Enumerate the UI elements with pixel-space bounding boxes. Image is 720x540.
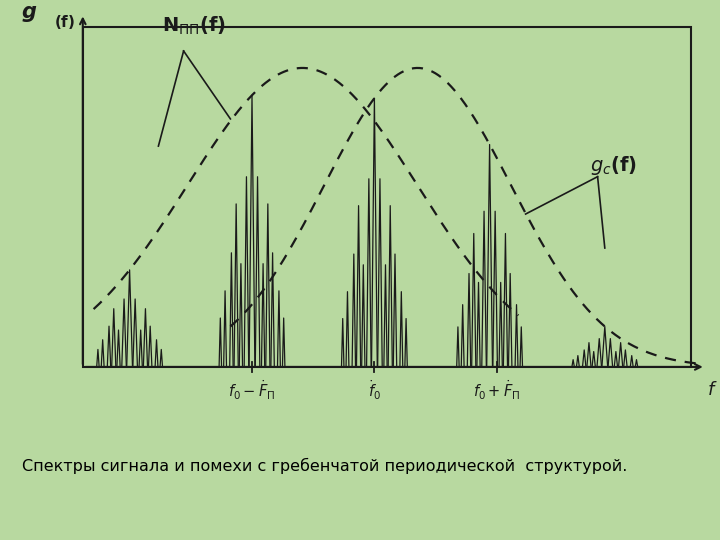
- Text: Спектры сигнала и помехи с гребенчатой периодической  структурой.: Спектры сигнала и помехи с гребенчатой п…: [22, 458, 627, 474]
- Text: $f_0 - \dot{F}_\Pi$: $f_0 - \dot{F}_\Pi$: [228, 379, 276, 402]
- Text: $\mathbf{N}_{\Pi\Pi}\mathbf{(f)}$: $\mathbf{N}_{\Pi\Pi}\mathbf{(f)}$: [162, 15, 226, 37]
- Text: $f_0 + \dot{F}_\Pi$: $f_0 + \dot{F}_\Pi$: [473, 379, 521, 402]
- Text: $f$: $f$: [708, 381, 718, 399]
- Bar: [83, 27, 691, 367]
- Text: $g_c\mathbf{(f)}$: $g_c\mathbf{(f)}$: [590, 154, 637, 177]
- Text: $\mathbf{(f)}$: $\mathbf{(f)}$: [54, 12, 75, 31]
- Text: $\dot{f}_0$: $\dot{f}_0$: [368, 379, 381, 402]
- Text: $\boldsymbol{g}$: $\boldsymbol{g}$: [21, 4, 37, 24]
